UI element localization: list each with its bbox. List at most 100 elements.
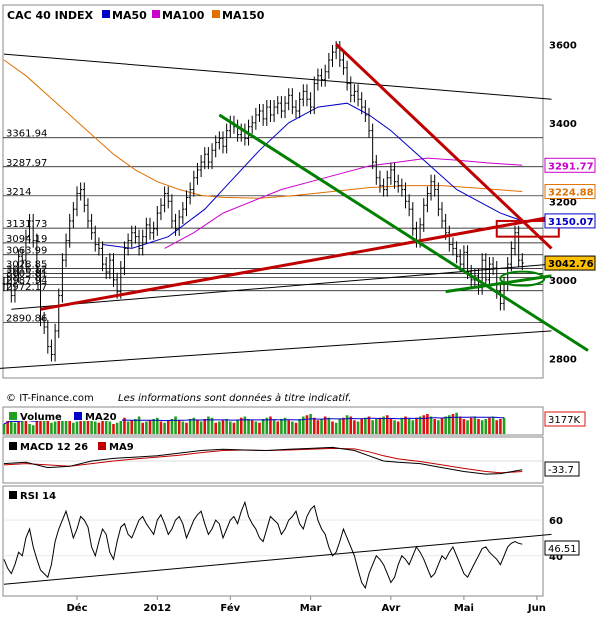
volume-bar-29 [108, 421, 112, 434]
volume-bar-70 [258, 422, 261, 434]
trendline-6 [445, 274, 552, 294]
volume-bar-135 [495, 420, 499, 434]
volume-bar-36 [134, 419, 137, 434]
trendline-1 [0, 330, 552, 369]
volume-bar-64 [236, 420, 239, 434]
volume-bar-96 [353, 420, 356, 434]
volume-bar-81 [298, 419, 301, 434]
volume-bar-102 [375, 419, 378, 434]
volume-bar-108 [396, 421, 400, 434]
trendline-0 [3, 53, 552, 100]
volume-ma20-swatch [74, 412, 82, 420]
volume-bar-67 [247, 419, 250, 434]
volume-bar-28 [104, 420, 108, 434]
volume-bar-120 [440, 417, 444, 434]
volume-bar-132 [484, 419, 488, 434]
volume-bar-123 [451, 414, 455, 434]
volume-bar-99 [364, 417, 367, 434]
volume-bar-7 [28, 424, 31, 434]
volume-bar-58 [214, 422, 217, 434]
volume-bar-89 [327, 417, 331, 434]
highlight-box-0 [495, 219, 560, 238]
volume-bar-87 [320, 419, 323, 434]
macd-signal-line [3, 447, 523, 474]
support-level-label-8: 3005.81 [6, 269, 47, 280]
support-level-label-2: 3214 [6, 187, 31, 198]
volume-bar-130 [477, 419, 480, 434]
price-axis-tick-0: 2800 [549, 354, 577, 365]
volume-bar-124 [455, 412, 458, 434]
volume-bar-39 [145, 421, 148, 434]
volume-bar-104 [382, 416, 385, 434]
volume-bar-92 [338, 419, 342, 434]
volume-bar-46 [170, 419, 174, 434]
price-axis-tick-1: 3000 [549, 276, 577, 287]
volume-bar-3 [13, 422, 17, 434]
volume-bar-13 [50, 422, 53, 434]
volume-bar-116 [426, 414, 429, 434]
volume-bar-21 [79, 419, 82, 434]
volume-bar-33 [123, 417, 126, 434]
disclaimer-text: Les informations sont données à titre in… [118, 392, 351, 404]
volume-bar-60 [221, 420, 225, 434]
rsi-swatch [9, 491, 17, 499]
volume-bar-83 [305, 415, 309, 434]
rsi-title: RSI 14 [20, 491, 56, 502]
volume-bar-15 [57, 417, 61, 434]
volume-bar-88 [323, 416, 327, 434]
macd-panel-frame [2, 436, 544, 484]
volume-bar-30 [112, 424, 115, 434]
volume-bar-125 [458, 416, 462, 434]
volume-bar-98 [360, 419, 363, 434]
volume-bar-118 [433, 419, 436, 434]
volume-bar-14 [53, 421, 57, 434]
volume-bar-75 [276, 421, 280, 434]
macd-value-badge [544, 461, 580, 477]
volume-bar-94 [345, 415, 349, 434]
volume-bar-84 [309, 414, 312, 434]
support-level-label-11: 2890.86 [6, 314, 47, 325]
volume-bar-45 [166, 420, 170, 434]
trendline-4 [335, 43, 553, 250]
volume-bar-50 [185, 422, 188, 434]
volume-bar-59 [218, 421, 221, 434]
rsi-line [3, 500, 523, 590]
volume-bar-71 [261, 419, 265, 434]
price-badge-label-1: 3224.88 [548, 188, 594, 199]
price-badge-label-3: 3042.76 [548, 259, 594, 270]
volume-bar-22 [83, 417, 86, 434]
volume-bar-127 [466, 420, 469, 434]
x-axis-label-4: Avr [381, 603, 400, 614]
price-badge-2 [544, 213, 596, 229]
volume-bar-95 [349, 416, 353, 434]
volume-bar-54 [199, 421, 203, 434]
legend-ma150-label: MA150 [222, 9, 265, 22]
support-level-label-4: 3094.19 [6, 234, 47, 245]
volume-bar-136 [499, 419, 502, 434]
volume-bar-133 [488, 417, 491, 434]
volume-bar-68 [250, 420, 254, 434]
volume-bar-61 [225, 419, 228, 434]
volume-value-label: 3177K [548, 415, 580, 426]
price-axis-tick-3: 3400 [549, 119, 577, 130]
volume-bar-109 [400, 417, 404, 434]
volume-bar-12 [46, 420, 50, 434]
volume-bar-77 [283, 417, 287, 434]
volume-bar-32 [119, 419, 123, 434]
volume-bar-90 [331, 421, 334, 434]
legend-ma50-swatch [102, 10, 110, 18]
rsi-value-label: 46.51 [548, 544, 577, 555]
volume-bar-1 [6, 420, 9, 434]
volume-bar-110 [404, 416, 407, 434]
volume-bar-79 [291, 421, 294, 434]
volume-bar-62 [229, 421, 232, 434]
x-axis-label-3: Mar [300, 603, 322, 614]
support-level-label-1: 3287.97 [6, 158, 47, 169]
volume-bar-6 [24, 417, 28, 434]
volume-bar-76 [280, 419, 283, 434]
legend-ma100-swatch [152, 10, 160, 18]
volume-bar-121 [444, 416, 447, 434]
price-badge-1 [544, 184, 596, 200]
main-chart-title: CAC 40 INDEX [7, 9, 94, 22]
